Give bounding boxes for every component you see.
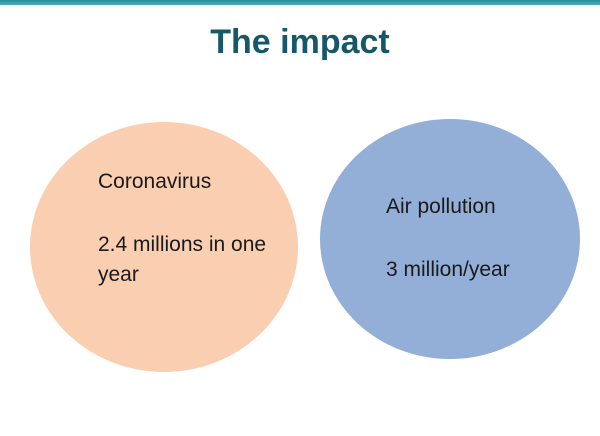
slide-title: The impact bbox=[210, 23, 390, 61]
coronavirus-circle bbox=[30, 122, 298, 372]
air-pollution-stat: 3 million/year bbox=[386, 258, 510, 281]
air-pollution-circle bbox=[320, 119, 580, 359]
air-pollution-label: Air pollution bbox=[386, 195, 496, 218]
coronavirus-label: Coronavirus bbox=[98, 170, 212, 193]
coronavirus-stat: 2.4 millions in one year bbox=[98, 233, 267, 286]
top-accent-bar bbox=[0, 0, 600, 5]
